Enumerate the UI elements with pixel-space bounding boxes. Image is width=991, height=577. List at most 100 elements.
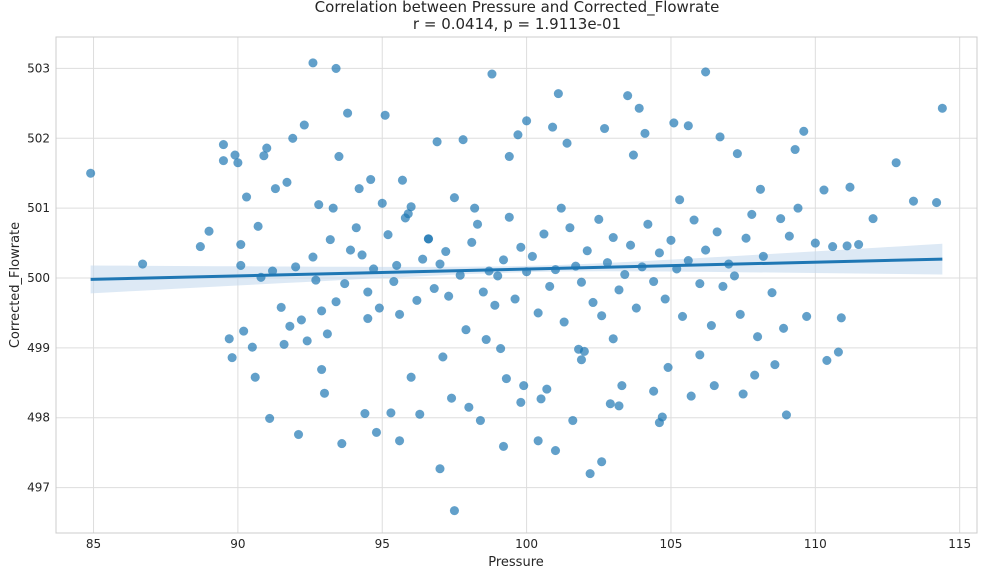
scatter-point	[700, 245, 711, 255]
scatter-point	[467, 237, 477, 248]
scatter-point	[542, 384, 552, 394]
scatter-point	[752, 332, 763, 342]
scatter-point	[377, 198, 387, 208]
scatter-point	[556, 203, 566, 213]
scatter-point	[533, 436, 543, 446]
scatter-point	[660, 294, 670, 304]
scatter-point	[351, 223, 361, 233]
scatter-point	[458, 135, 468, 145]
scatter-point	[833, 347, 844, 357]
scatter-point	[845, 182, 855, 192]
y-tick-label: 498	[27, 411, 50, 425]
scatter-point	[403, 209, 413, 219]
scatter-point	[406, 372, 416, 382]
scatter-point	[654, 248, 665, 258]
scatter-point	[498, 441, 509, 452]
scatter-point	[250, 372, 260, 382]
scatter-point	[322, 329, 333, 339]
scatter-point	[342, 108, 353, 118]
scatter-point	[516, 242, 526, 252]
scatter-point	[319, 388, 330, 398]
x-axis-label: Pressure	[488, 555, 544, 570]
scatter-point	[695, 278, 705, 289]
scatter-point	[224, 334, 234, 344]
scatter-point	[498, 255, 509, 265]
scatter-point	[623, 91, 633, 101]
regression-fit-line	[90, 257, 943, 281]
scatter-point	[695, 350, 705, 360]
scatter-point	[308, 58, 318, 68]
scatter-point	[550, 445, 561, 456]
scatter-point	[747, 209, 757, 220]
chart-title: Correlation between Pressure and Correct…	[315, 0, 720, 17]
scatter-point	[810, 238, 820, 248]
scatter-point	[316, 306, 327, 316]
x-tick-label: 100	[515, 537, 538, 551]
scatter-point	[299, 120, 309, 130]
scatter-point	[836, 313, 846, 323]
y-tick-label: 500	[27, 271, 50, 285]
scatter-point	[666, 235, 676, 245]
scatter-point	[504, 151, 514, 162]
x-tick-label: 105	[660, 537, 683, 551]
scatter-point	[677, 311, 688, 322]
scatter-point	[383, 230, 393, 240]
scatter-point	[345, 245, 356, 255]
scatter-point	[490, 300, 500, 310]
y-axis-label: Corrected_Flowrate	[8, 222, 23, 348]
scatter-point	[539, 229, 549, 239]
scatter-point	[908, 196, 919, 206]
scatter-point	[311, 275, 321, 285]
scatter-point	[758, 251, 768, 262]
scatter-point	[741, 233, 751, 243]
scatter-point	[663, 362, 673, 373]
scatter-point	[438, 352, 448, 362]
scatter-point	[464, 402, 474, 412]
scatter-point	[475, 415, 486, 426]
scatter-point	[418, 254, 428, 264]
scatter-point	[597, 457, 607, 467]
scatter-point	[195, 241, 206, 252]
scatter-point	[293, 429, 304, 440]
scatter-point	[316, 364, 327, 375]
scatter-point	[891, 158, 901, 168]
scatter-point	[617, 380, 627, 391]
scatter-point	[735, 309, 745, 319]
scatter-point	[259, 151, 269, 161]
scatter-point	[565, 223, 575, 233]
scatter-point	[504, 212, 514, 222]
scatter-point	[478, 287, 488, 297]
scatter-point	[282, 177, 292, 187]
x-tick-label: 115	[948, 537, 971, 551]
scatter-point	[449, 193, 460, 203]
scatter-point	[750, 370, 760, 380]
scatter-point	[597, 311, 607, 321]
scatter-point	[366, 174, 376, 185]
scatter-point	[657, 412, 667, 422]
y-tick-label: 499	[27, 341, 50, 355]
x-tick-label: 85	[86, 537, 101, 551]
scatter-point	[501, 373, 512, 384]
scatter-point	[285, 321, 295, 331]
scatter-point	[331, 63, 341, 74]
scatter-point	[394, 309, 405, 319]
scatter-point	[513, 130, 523, 140]
scatter-point	[423, 234, 434, 244]
scatter-point	[86, 168, 96, 178]
scatter-point	[614, 285, 624, 295]
scatter-point	[461, 325, 471, 335]
scatter-point	[363, 313, 373, 324]
scatter-point	[302, 336, 312, 346]
plot-border	[55, 36, 978, 534]
scatter-point	[634, 103, 644, 113]
scatter-point	[718, 281, 728, 292]
scatter-point	[521, 116, 532, 126]
scatter-point	[340, 278, 350, 289]
scatter-point	[533, 308, 543, 318]
scatter-point	[435, 259, 445, 269]
scatter-point	[738, 389, 748, 399]
scatter-point	[729, 271, 740, 281]
scatter-point	[799, 126, 809, 136]
scatter-point	[576, 277, 587, 287]
scatter-point	[582, 246, 592, 256]
